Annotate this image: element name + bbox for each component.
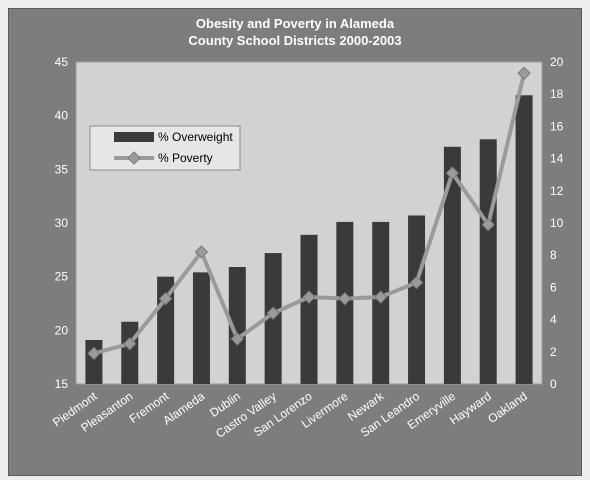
bar-dublin — [228, 267, 246, 384]
right-tick-label: 4 — [550, 313, 557, 327]
bar-oakland — [515, 95, 533, 385]
poverty-point — [158, 291, 173, 306]
right-tick-label: 16 — [550, 119, 564, 133]
bar-emeryville — [443, 146, 461, 384]
left-tick-label: 45 — [55, 55, 69, 69]
poverty-point — [87, 346, 101, 361]
left-tick-label: 15 — [55, 377, 69, 391]
bar-alameda — [192, 272, 210, 384]
category-label: Oakland — [485, 389, 530, 426]
right-tick-label: 6 — [550, 280, 557, 294]
right-tick-label: 12 — [550, 184, 564, 198]
bar-san-leandro — [408, 215, 426, 384]
left-tick-label: 30 — [55, 216, 69, 230]
left-tick-label: 25 — [55, 270, 69, 284]
chart-title-line-2: County School Districts 2000-2003 — [188, 33, 402, 48]
bar-hayward — [479, 139, 497, 384]
poverty-point — [230, 332, 245, 346]
poverty-point — [123, 337, 137, 351]
poverty-point — [266, 306, 280, 320]
right-tick-label: 8 — [550, 248, 557, 262]
poverty-point — [445, 166, 460, 180]
right-tick-label: 14 — [550, 152, 564, 166]
chart-title-line-1: Obesity and Poverty in Alameda — [195, 16, 395, 31]
category-label: Alameda — [160, 389, 207, 428]
bar-piedmont — [85, 339, 103, 384]
legend-swatch-overweight — [114, 132, 154, 142]
bar-san-lorenzo — [300, 234, 318, 384]
legend-swatch-poverty-marker — [127, 151, 141, 165]
poverty-point — [302, 290, 316, 304]
poverty-point — [194, 245, 209, 259]
bar-pleasanton — [121, 321, 139, 384]
left-tick-label: 35 — [55, 162, 69, 176]
legend-label-poverty: % Poverty — [158, 151, 213, 165]
poverty-point — [409, 275, 424, 290]
left-tick-label: 20 — [55, 323, 69, 337]
poverty-point — [517, 66, 531, 80]
right-tick-label: 18 — [550, 87, 564, 101]
left-tick-label: 40 — [55, 109, 69, 123]
poverty-point — [338, 291, 352, 306]
category-label: Hayward — [447, 389, 494, 428]
right-tick-label: 2 — [550, 345, 557, 359]
poverty-point — [481, 217, 495, 232]
right-tick-label: 10 — [550, 216, 564, 230]
legend: % Overweight % Poverty — [89, 125, 241, 171]
legend-label-overweight: % Overweight — [158, 130, 233, 144]
poverty-point — [373, 290, 388, 304]
right-tick-label: 20 — [550, 55, 564, 69]
right-tick-label: 0 — [550, 377, 557, 391]
